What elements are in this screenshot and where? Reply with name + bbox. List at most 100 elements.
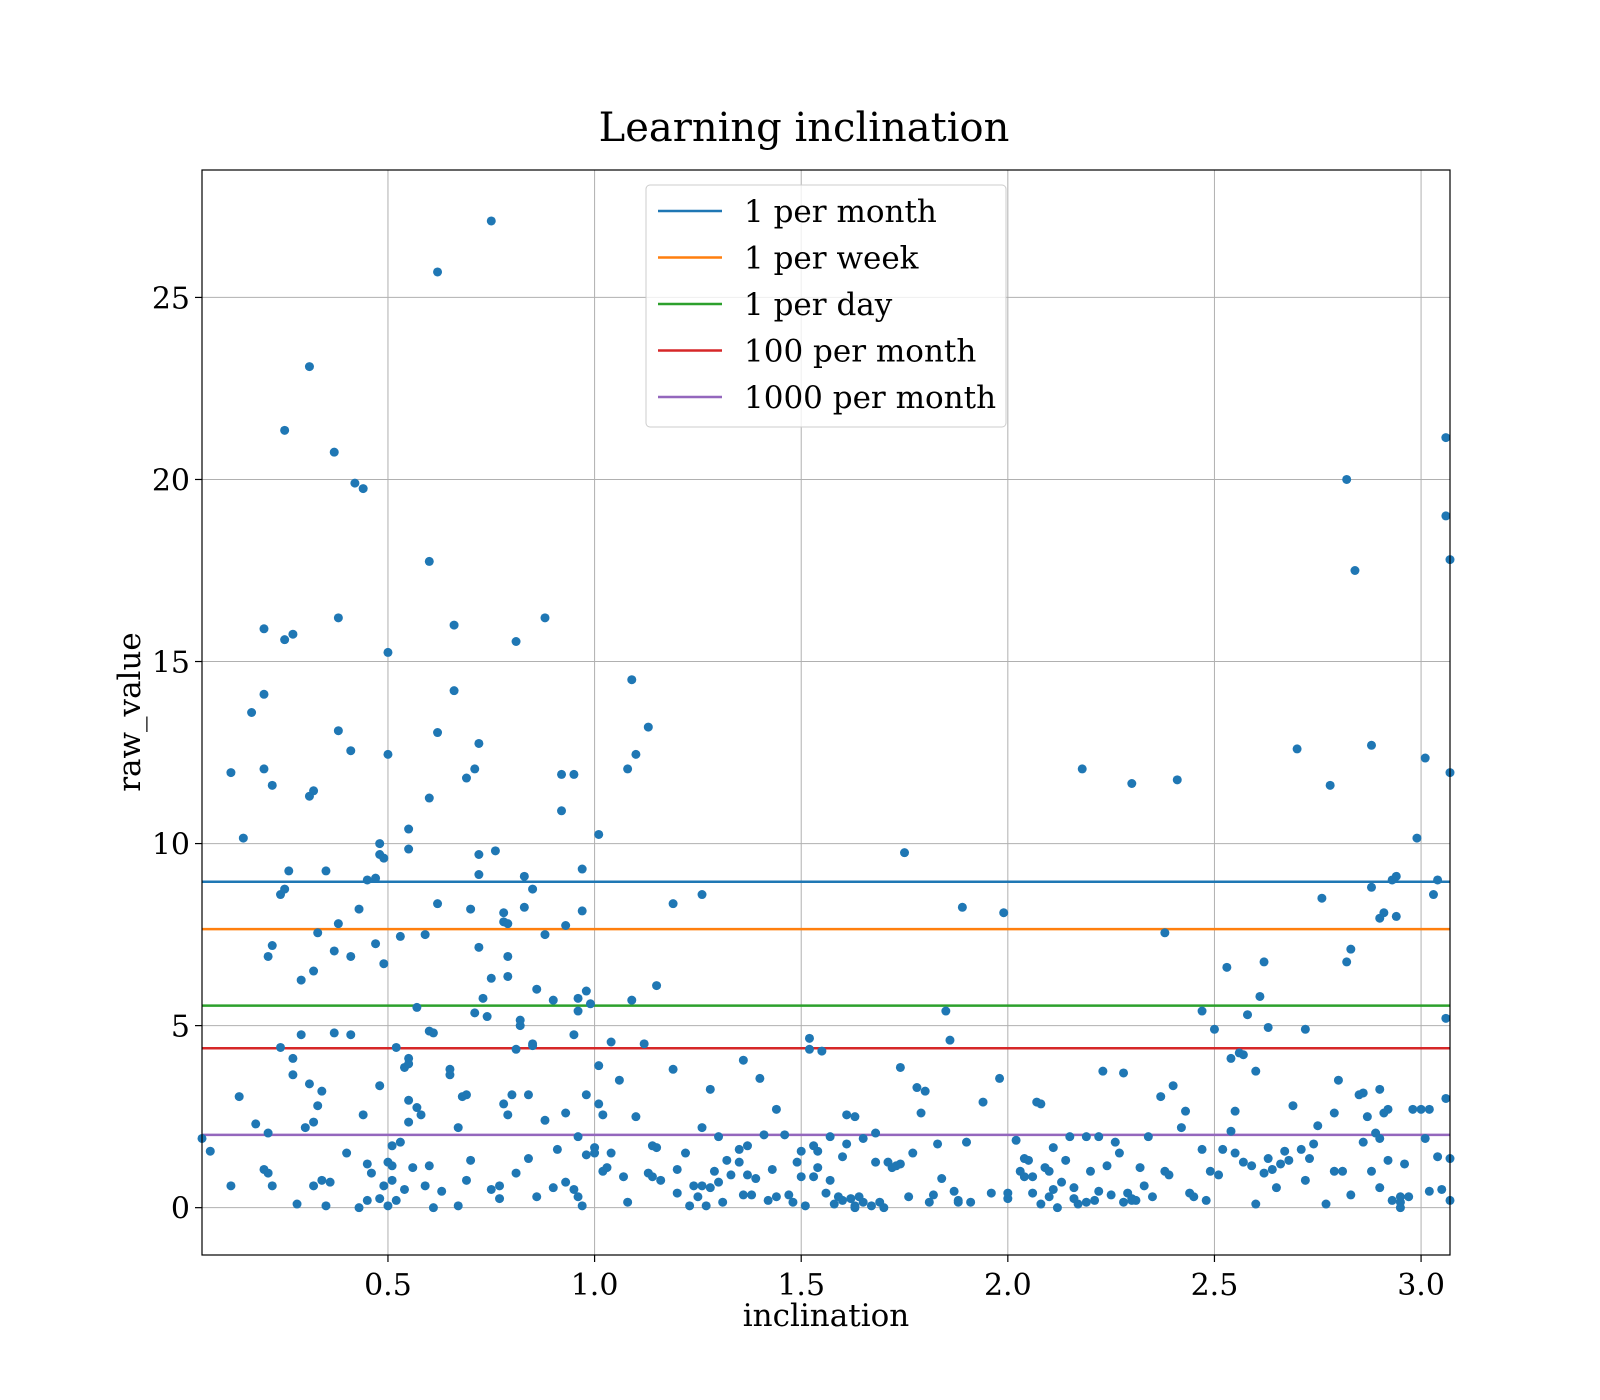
data-point (569, 769, 579, 779)
data-point (358, 1110, 368, 1120)
data-point (1280, 1146, 1290, 1156)
data-point (325, 1177, 335, 1187)
data-point (259, 764, 269, 774)
y-tick-label: 0 (171, 1192, 190, 1227)
data-point (1019, 1172, 1029, 1182)
data-point (734, 1144, 744, 1154)
data-point (619, 1172, 629, 1182)
legend: 1 per month 1 per week 1 per day 100 per mo… (645, 184, 1007, 428)
data-point (412, 1103, 422, 1113)
x-axis-ticks: 0.5 1.0 1.5 2.0 2.5 3.0 (364, 1255, 1445, 1303)
data-point (838, 1195, 848, 1205)
data-point (408, 1163, 418, 1173)
data-point (309, 1117, 319, 1127)
data-point (606, 1148, 616, 1158)
data-point (1338, 1166, 1348, 1176)
data-point (1400, 1159, 1410, 1169)
data-point (1383, 1104, 1393, 1114)
data-point (1428, 890, 1438, 900)
data-point (680, 1148, 690, 1158)
data-point (495, 1194, 505, 1204)
data-point (689, 1181, 699, 1191)
data-point (412, 1002, 422, 1012)
data-point (569, 1030, 579, 1040)
data-point (1433, 875, 1443, 885)
data-point (342, 1148, 352, 1158)
data-point (1230, 1148, 1240, 1158)
data-point (499, 908, 509, 918)
data-point (1110, 1137, 1120, 1147)
data-point (788, 1197, 798, 1207)
data-point (879, 1203, 889, 1213)
data-point (718, 1197, 728, 1207)
legend-label: 1 per week (744, 241, 919, 277)
data-point (953, 1195, 963, 1205)
data-point (416, 1110, 426, 1120)
data-point (697, 1181, 707, 1191)
data-point (519, 871, 529, 881)
data-point (1263, 1154, 1273, 1164)
x-tick-label: 0.5 (364, 1268, 412, 1303)
data-point (796, 1172, 806, 1182)
data-point (395, 931, 405, 941)
data-point (569, 1184, 579, 1194)
data-point (759, 1130, 769, 1140)
data-point (755, 1073, 765, 1083)
x-axis-label: inclination (743, 1298, 910, 1334)
data-point (1057, 1177, 1067, 1187)
data-point (937, 1174, 947, 1184)
data-point (404, 1059, 414, 1069)
data-point (528, 884, 538, 894)
data-point (742, 1170, 752, 1180)
data-point (1251, 1066, 1261, 1076)
legend-label: 1 per month (744, 194, 937, 230)
data-point (1309, 1139, 1319, 1149)
data-point (1209, 1024, 1219, 1034)
data-point (1304, 1154, 1314, 1164)
data-point (1081, 1197, 1091, 1207)
data-point (742, 1141, 752, 1151)
data-point (1106, 1190, 1116, 1200)
data-point (747, 1190, 757, 1200)
data-point (866, 1201, 876, 1211)
data-point (313, 1101, 323, 1111)
data-point (581, 1150, 591, 1160)
data-point (1090, 1195, 1100, 1205)
data-point (280, 635, 290, 645)
data-point (771, 1104, 781, 1114)
data-point (375, 1194, 385, 1204)
data-point (1441, 1013, 1451, 1023)
data-point (404, 844, 414, 854)
data-point (424, 793, 434, 803)
data-point (573, 1192, 583, 1202)
data-point (623, 1197, 633, 1207)
data-point (1433, 1152, 1443, 1162)
data-point (668, 899, 678, 909)
data-point (515, 1015, 525, 1025)
data-point (362, 1195, 372, 1205)
legend-label: 100 per month (744, 334, 976, 370)
data-point (557, 769, 567, 779)
data-point (523, 1154, 533, 1164)
data-point (453, 1201, 463, 1211)
data-point (850, 1112, 860, 1122)
data-point (1366, 740, 1376, 750)
data-point (280, 425, 290, 435)
data-point (333, 726, 343, 736)
data-point (945, 1035, 955, 1045)
data-point (495, 1181, 505, 1191)
data-point (474, 870, 484, 880)
data-point (1267, 1164, 1277, 1174)
data-point (387, 1161, 397, 1171)
data-point (577, 906, 587, 916)
data-point (581, 986, 591, 996)
data-point (548, 995, 558, 1005)
y-tick-label: 25 (152, 281, 190, 316)
data-point (1048, 1143, 1058, 1153)
data-point (606, 1037, 616, 1047)
data-point (1226, 1053, 1236, 1063)
data-point (490, 846, 500, 856)
data-point (871, 1128, 881, 1138)
data-point (1379, 908, 1389, 918)
data-point (1333, 1075, 1343, 1085)
